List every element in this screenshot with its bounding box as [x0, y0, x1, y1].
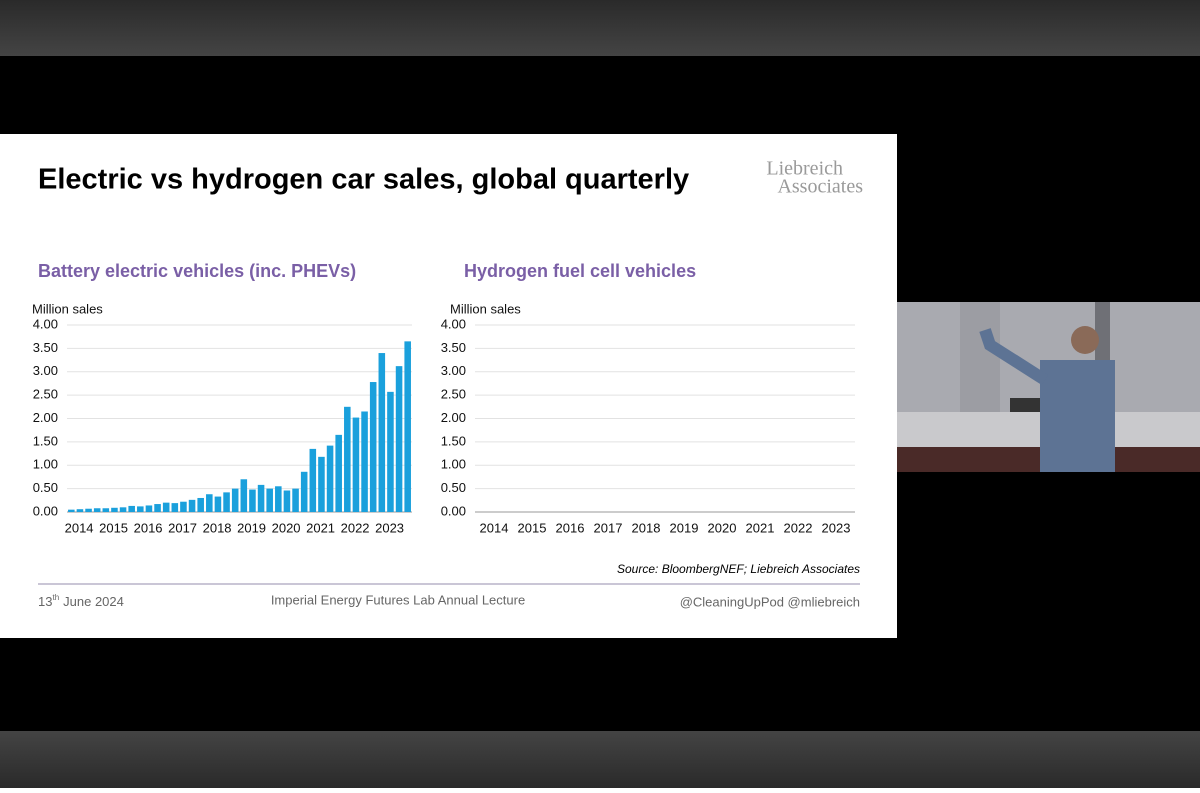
x-tick-label: 2023 [375, 520, 404, 535]
bar [197, 497, 204, 512]
footer-handles: @CleaningUpPod @mliebreich [680, 594, 860, 609]
slide [0, 134, 897, 638]
bar [275, 486, 282, 512]
y-tick-label: 4.00 [33, 316, 58, 331]
speaker-video [897, 302, 1200, 472]
y-tick-label: 2.50 [33, 387, 58, 402]
bar [283, 490, 291, 512]
date-rest: June 2024 [63, 594, 124, 609]
x-tick-label: 2017 [594, 520, 623, 535]
bar [180, 501, 187, 512]
bar [85, 508, 92, 512]
x-tick-label: 2016 [134, 520, 163, 535]
bar [335, 434, 342, 512]
y-tick-label: 3.50 [441, 340, 466, 355]
bar [266, 488, 273, 512]
bar [137, 506, 144, 512]
y-tick-label: 1.50 [441, 433, 466, 448]
bar [326, 445, 334, 512]
bar [240, 479, 248, 512]
bar [214, 496, 222, 512]
bar [231, 488, 239, 512]
y-tick-label: 0.50 [33, 480, 58, 495]
source-note: Source: BloombergNEF; Liebreich Associat… [617, 562, 860, 576]
y-tick-label: 1.00 [33, 457, 58, 472]
bar [292, 488, 299, 512]
x-tick-label: 2016 [556, 520, 585, 535]
bar [378, 353, 386, 512]
bar [162, 502, 170, 512]
logo-line: Associates [777, 176, 863, 198]
bar [404, 341, 411, 512]
bar [318, 456, 325, 512]
bar [145, 505, 153, 512]
y-tick-label: 0.50 [441, 480, 466, 495]
bar [361, 411, 368, 512]
x-tick-label: 2015 [518, 520, 547, 535]
x-tick-label: 2020 [272, 520, 301, 535]
y-tick-label: 2.00 [33, 410, 58, 425]
footer-date: 13th June 2024 [38, 593, 124, 609]
x-tick-label: 2023 [822, 520, 851, 535]
chart-title: Hydrogen fuel cell vehicles [464, 261, 696, 281]
bar [102, 508, 110, 512]
bar [257, 484, 265, 512]
date-day: 13 [38, 594, 52, 609]
footer-event: Imperial Energy Futures Lab Annual Lectu… [271, 592, 525, 607]
bar [387, 391, 394, 512]
bar [154, 504, 161, 512]
y-tick-label: 3.00 [441, 363, 466, 378]
logo-line: Liebreich [766, 158, 843, 180]
bar [93, 508, 101, 512]
x-tick-label: 2022 [784, 520, 813, 535]
x-tick-label: 2022 [341, 520, 370, 535]
bar [128, 505, 135, 512]
bar [188, 499, 196, 512]
bar [309, 448, 317, 512]
chart-title: Battery electric vehicles (inc. PHEVs) [38, 261, 356, 281]
x-tick-label: 2020 [708, 520, 737, 535]
bar [352, 417, 360, 512]
bar [300, 471, 308, 512]
slide-title: Electric vs hydrogen car sales, global q… [38, 164, 689, 196]
x-tick-label: 2018 [632, 520, 661, 535]
bar [395, 366, 403, 512]
bar [249, 489, 256, 512]
bar [206, 494, 213, 512]
y-tick-label: 0.00 [33, 503, 58, 518]
y-tick-label: 1.50 [33, 433, 58, 448]
y-axis-label: Million sales [32, 301, 103, 316]
bar [68, 509, 75, 512]
bar [171, 503, 179, 512]
x-tick-label: 2017 [168, 520, 197, 535]
top-bar [0, 0, 1200, 56]
y-tick-label: 2.00 [441, 410, 466, 425]
x-tick-label: 2019 [237, 520, 266, 535]
bar [111, 507, 118, 512]
y-tick-label: 3.50 [33, 340, 58, 355]
bar [76, 509, 84, 512]
y-tick-label: 1.00 [441, 457, 466, 472]
y-tick-label: 0.00 [441, 503, 466, 518]
bar [344, 406, 351, 512]
bottom-bar [0, 731, 1200, 788]
bar [223, 492, 230, 512]
y-tick-label: 2.50 [441, 387, 466, 402]
x-tick-label: 2014 [480, 520, 509, 535]
y-tick-label: 3.00 [33, 363, 58, 378]
y-axis-label: Million sales [450, 301, 521, 316]
x-tick-label: 2021 [746, 520, 775, 535]
bar [119, 507, 127, 512]
date-suffix: th [52, 593, 59, 602]
x-tick-label: 2015 [99, 520, 128, 535]
x-tick-label: 2019 [670, 520, 699, 535]
bar [369, 382, 377, 512]
x-tick-label: 2014 [65, 520, 94, 535]
x-tick-label: 2018 [203, 520, 232, 535]
y-tick-label: 4.00 [441, 316, 466, 331]
x-tick-label: 2021 [306, 520, 335, 535]
